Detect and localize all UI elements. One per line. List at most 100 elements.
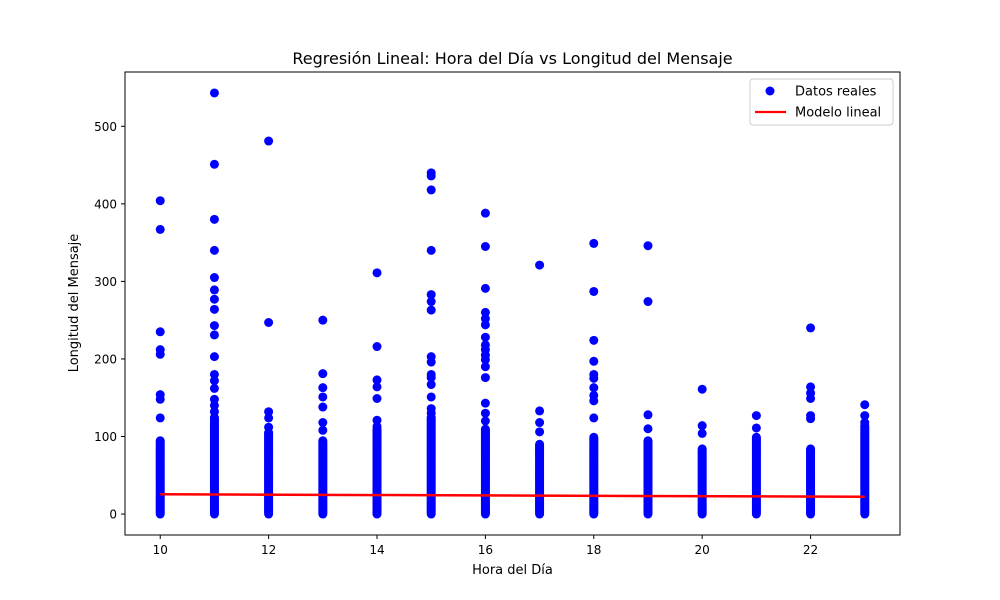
data-point [155, 394, 165, 404]
x-tick-label: 20 [695, 543, 710, 557]
data-point [860, 400, 870, 410]
data-point [318, 315, 328, 325]
data-point [589, 335, 599, 345]
regression-line-layer [160, 493, 865, 499]
data-point [209, 159, 219, 169]
x-tick-label: 16 [478, 543, 493, 557]
data-point [535, 260, 545, 270]
data-point [209, 245, 219, 255]
data-point [372, 268, 382, 278]
data-point [480, 416, 490, 426]
y-axis-label: Longitud del Mensaje [67, 234, 82, 373]
data-point [209, 400, 219, 410]
data-point [860, 418, 870, 428]
data-point [480, 355, 490, 365]
data-point [643, 241, 653, 251]
data-point [480, 424, 490, 434]
data-point [209, 88, 219, 98]
data-point [318, 369, 328, 379]
legend-marker-datos-reales [765, 86, 775, 96]
data-point [589, 286, 599, 296]
data-point [318, 425, 328, 435]
x-tick-label: 22 [803, 543, 818, 557]
data-point [209, 285, 219, 295]
data-point [697, 444, 707, 454]
data-point [209, 394, 219, 404]
data-point [751, 432, 761, 442]
x-axis-label: Hora del Día [472, 563, 553, 578]
data-point [751, 411, 761, 421]
data-point [209, 330, 219, 340]
data-point [589, 356, 599, 366]
data-point [426, 171, 436, 181]
y-tick-label: 200 [94, 352, 117, 366]
y-tick-label: 300 [94, 275, 117, 289]
data-point [426, 408, 436, 418]
data-point [155, 436, 165, 446]
data-point [209, 369, 219, 379]
legend-label-modelo-lineal: Modelo lineal [795, 106, 881, 121]
data-point [860, 411, 870, 421]
data-point [426, 297, 436, 307]
data-point [697, 428, 707, 438]
data-point [155, 196, 165, 206]
data-point [589, 383, 599, 393]
data-point [480, 241, 490, 251]
data-point [426, 185, 436, 195]
data-point [372, 394, 382, 404]
data-point [318, 383, 328, 393]
data-point [806, 394, 816, 404]
x-tick-label: 18 [586, 543, 601, 557]
data-point [480, 208, 490, 218]
y-tick-label: 0 [109, 508, 117, 522]
data-point [751, 423, 761, 433]
data-point [264, 422, 274, 432]
data-point [535, 406, 545, 416]
y-tick-label: 100 [94, 430, 117, 444]
data-point [209, 304, 219, 314]
data-point [480, 398, 490, 408]
data-point [264, 413, 274, 423]
data-point [318, 436, 328, 446]
data-point [426, 373, 436, 383]
data-point [318, 402, 328, 412]
data-point [806, 444, 816, 454]
data-point [480, 283, 490, 293]
data-point [372, 382, 382, 392]
data-point [426, 392, 436, 402]
legend: Datos reales Modelo lineal [749, 78, 894, 126]
data-point [480, 362, 490, 372]
data-point [426, 380, 436, 390]
data-point [806, 323, 816, 333]
data-point [209, 352, 219, 362]
data-point [264, 318, 274, 328]
data-point [318, 392, 328, 402]
x-tick-label: 10 [153, 543, 168, 557]
data-point [209, 214, 219, 224]
x-tick-label: 12 [261, 543, 276, 557]
legend-label-datos-reales: Datos reales [795, 85, 877, 100]
regression-line [160, 493, 865, 499]
data-point [426, 245, 436, 255]
y-tick-label: 500 [94, 120, 117, 134]
data-point [264, 136, 274, 146]
data-point [480, 408, 490, 418]
data-point [480, 373, 490, 383]
data-point [589, 413, 599, 423]
data-point [643, 424, 653, 434]
data-point [643, 410, 653, 420]
data-point [589, 373, 599, 383]
y-axis-ticks: 0 100 200 300 400 500 [94, 120, 125, 522]
data-point [155, 349, 165, 359]
data-point [426, 357, 436, 367]
data-point [535, 427, 545, 437]
x-axis-ticks: 10 12 14 16 18 20 22 [153, 535, 818, 557]
data-point [697, 384, 707, 394]
chart-title: Regresión Lineal: Hora del Día vs Longit… [292, 49, 732, 68]
legend-box [749, 78, 894, 126]
data-point [697, 421, 707, 431]
y-tick-label: 400 [94, 197, 117, 211]
data-point [806, 414, 816, 424]
scatter-points [155, 88, 870, 519]
data-point [209, 407, 219, 417]
